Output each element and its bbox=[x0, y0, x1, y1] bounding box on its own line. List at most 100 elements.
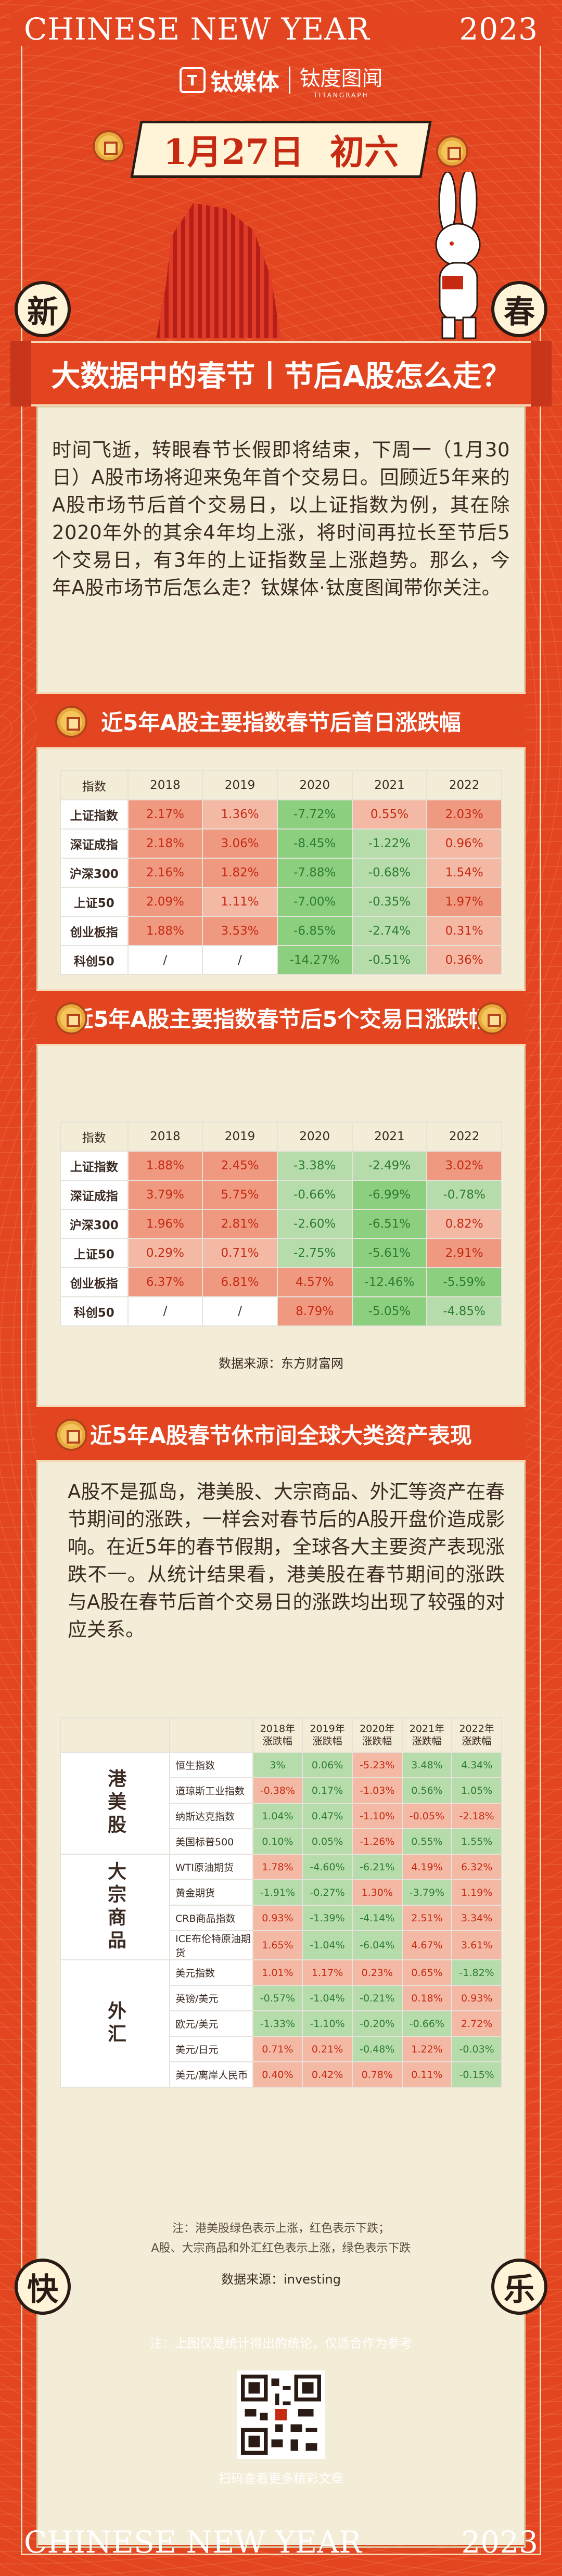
asset-name-cell: 美国标普500 bbox=[169, 1828, 253, 1855]
value-cell: 1.17% bbox=[302, 1959, 353, 1986]
value-cell: -0.20% bbox=[351, 2010, 403, 2037]
value-cell: 1.54% bbox=[426, 858, 502, 888]
table-header-cell: 2018 bbox=[127, 770, 203, 800]
value-cell: -5.59% bbox=[426, 1267, 502, 1297]
asset-name-cell: CRB商品指数 bbox=[169, 1905, 253, 1931]
table-row: 上证50 2.09% 1.11% -7.00% -0.35% 1.97% bbox=[60, 887, 502, 917]
value-cell: 0.10% bbox=[252, 1828, 303, 1855]
value-cell: -5.05% bbox=[351, 1296, 428, 1327]
table-header-cell: 2021年 涨跌幅 bbox=[401, 1717, 453, 1753]
value-cell: 2.72% bbox=[451, 2010, 502, 2037]
seal-bl: 快 bbox=[15, 2259, 71, 2315]
value-cell: 3.53% bbox=[202, 916, 278, 946]
content-paper bbox=[36, 406, 526, 2548]
table-header-cell: 2018年 涨跌幅 bbox=[252, 1717, 303, 1753]
table-header-cell: 2020 bbox=[276, 1121, 353, 1152]
value-cell: -6.99% bbox=[351, 1180, 428, 1210]
value-cell: 0.55% bbox=[351, 799, 428, 830]
value-cell: -0.51% bbox=[351, 945, 428, 975]
value-cell: -0.66% bbox=[276, 1180, 353, 1210]
table-header-cell: 2022年 涨跌幅 bbox=[451, 1717, 502, 1753]
value-cell: 0.65% bbox=[401, 1959, 453, 1986]
table-row: 创业板指 1.88% 3.53% -6.85% -2.74% 0.31% bbox=[60, 916, 502, 946]
intro-paragraph: 时间飞逝，转眼春节长假即将结束，下周一（1月30日）A股市场将迎来兔年首个交易日… bbox=[52, 439, 510, 599]
value-cell: 1.11% bbox=[202, 887, 278, 917]
value-cell: / bbox=[127, 945, 203, 975]
value-cell: 2.45% bbox=[202, 1151, 278, 1181]
value-cell: 0.36% bbox=[426, 945, 502, 975]
seal-tr: 春 bbox=[491, 281, 547, 337]
brand-mark-icon: T bbox=[179, 67, 206, 93]
table-header-cell: 2021 bbox=[351, 1121, 428, 1152]
value-cell: -2.18% bbox=[451, 1803, 502, 1829]
value-cell: 2.03% bbox=[426, 799, 502, 830]
table-row: 外汇 美元指数 1.01% 1.17% 0.23% 0.65% -1.82% bbox=[60, 1959, 502, 2088]
qr-code-icon bbox=[241, 2375, 321, 2455]
coin-icon bbox=[93, 130, 125, 162]
table-row: 道琼斯工业指数 -0.38% 0.17% -1.03% 0.56% 1.05% bbox=[60, 1777, 502, 1804]
value-cell: -1.22% bbox=[351, 828, 428, 859]
value-cell: 0.42% bbox=[302, 2061, 353, 2088]
disclaimer: 注：上图仅是统计得出的统论，仅适合作为参考 bbox=[150, 2336, 412, 2351]
table-header-cell: 2022 bbox=[426, 1121, 502, 1152]
table-row: 上证指数 1.88% 2.45% -3.38% -2.49% 3.02% bbox=[60, 1151, 502, 1181]
index-name-cell: 上证指数 bbox=[60, 799, 129, 830]
value-cell: 3.61% bbox=[451, 1930, 502, 1960]
value-cell: 2.81% bbox=[202, 1209, 278, 1239]
value-cell: -6.85% bbox=[276, 916, 353, 946]
value-cell: -12.46% bbox=[351, 1267, 428, 1297]
partner-name-en: TITANGRAPH bbox=[313, 92, 369, 99]
table-header-cell bbox=[169, 1717, 253, 1753]
value-cell: -0.78% bbox=[426, 1180, 502, 1210]
asset-name-cell: 纳斯达克指数 bbox=[169, 1803, 253, 1829]
value-cell: -4.14% bbox=[351, 1905, 403, 1931]
value-cell: -1.39% bbox=[302, 1905, 353, 1931]
asset-name-cell: ICE布伦特原油期货 bbox=[169, 1930, 253, 1960]
section-header-2: 近5年A股主要指数春节后5个交易日涨跌幅 bbox=[36, 989, 526, 1046]
table-note-1: 注：港美股绿色表示上涨，红色表示下跌； bbox=[172, 2222, 390, 2235]
value-cell: -2.75% bbox=[276, 1238, 353, 1268]
value-cell: 0.18% bbox=[401, 1985, 453, 2011]
value-cell: 2.91% bbox=[426, 1238, 502, 1268]
table-row: 黄金期货 -1.91% -0.27% 1.30% -3.79% 1.19% bbox=[60, 1879, 502, 1906]
value-cell: -7.00% bbox=[276, 887, 353, 917]
value-cell: -0.66% bbox=[401, 2010, 453, 2037]
value-cell: 1.82% bbox=[202, 858, 278, 888]
value-cell: -1.10% bbox=[351, 1803, 403, 1829]
table-five-days: 指数 2018 2019 2020 2021 2022 上证指数 1.88% 2.45% -3.3… bbox=[60, 1121, 502, 1327]
asset-name-cell: 英镑/美元 bbox=[169, 1985, 253, 2011]
value-cell: / bbox=[127, 1296, 203, 1327]
value-cell: 1.55% bbox=[451, 1828, 502, 1855]
value-cell: 0.40% bbox=[252, 2061, 303, 2088]
value-cell: -0.35% bbox=[351, 887, 428, 917]
value-cell: 3.06% bbox=[202, 828, 278, 859]
table-row: 科创50//8.79% -5.05% -4.85% bbox=[60, 1296, 502, 1327]
header-year: 2023 bbox=[459, 11, 538, 47]
value-cell: 0.47% bbox=[302, 1803, 353, 1829]
value-cell: 1.30% bbox=[351, 1879, 403, 1906]
section-header-1: 近5年A股主要指数春节后首日涨跌幅 bbox=[36, 692, 526, 749]
value-cell: 1.05% bbox=[451, 1777, 502, 1804]
table-global-assets: 2018年 涨跌幅 2019年 涨跌幅 2020年 涨跌幅 2021年 涨跌幅 2022年 涨跌幅… bbox=[60, 1717, 502, 2088]
index-name-cell: 创业板指 bbox=[60, 1267, 129, 1297]
group-label: 大宗商品 bbox=[60, 1854, 170, 1960]
value-cell: 0.93% bbox=[252, 1905, 303, 1931]
group-label: 港美股 bbox=[60, 1752, 170, 1855]
table-row: 大宗商品 WTI原油期货 1.78% -4.60% -6.21% 4.19% 6.32% bbox=[60, 1854, 502, 1960]
asset-name-cell: 美元/离岸人民币 bbox=[169, 2061, 253, 2088]
value-cell: -4.85% bbox=[426, 1296, 502, 1327]
section-header-3: 近5年A股春节休市间全球大类资产表现 bbox=[36, 1405, 526, 1462]
asset-name-cell: 美元指数 bbox=[169, 1959, 253, 1986]
qr-code[interactable] bbox=[237, 2370, 325, 2459]
value-cell: 1.65% bbox=[252, 1930, 303, 1960]
value-cell: 4.19% bbox=[401, 1854, 453, 1880]
value-cell: -8.45% bbox=[276, 828, 353, 859]
index-name-cell: 沪深300 bbox=[60, 1209, 129, 1239]
value-cell: -0.15% bbox=[451, 2061, 502, 2088]
value-cell: 1.88% bbox=[127, 1151, 203, 1181]
value-cell: 1.88% bbox=[127, 916, 203, 946]
value-cell: 0.21% bbox=[302, 2036, 353, 2062]
table-row: 沪深300 1.96% 2.81% -2.60% -6.51% 0.82% bbox=[60, 1209, 502, 1239]
value-cell: 1.01% bbox=[252, 1959, 303, 1986]
value-cell: -1.04% bbox=[302, 1930, 353, 1960]
